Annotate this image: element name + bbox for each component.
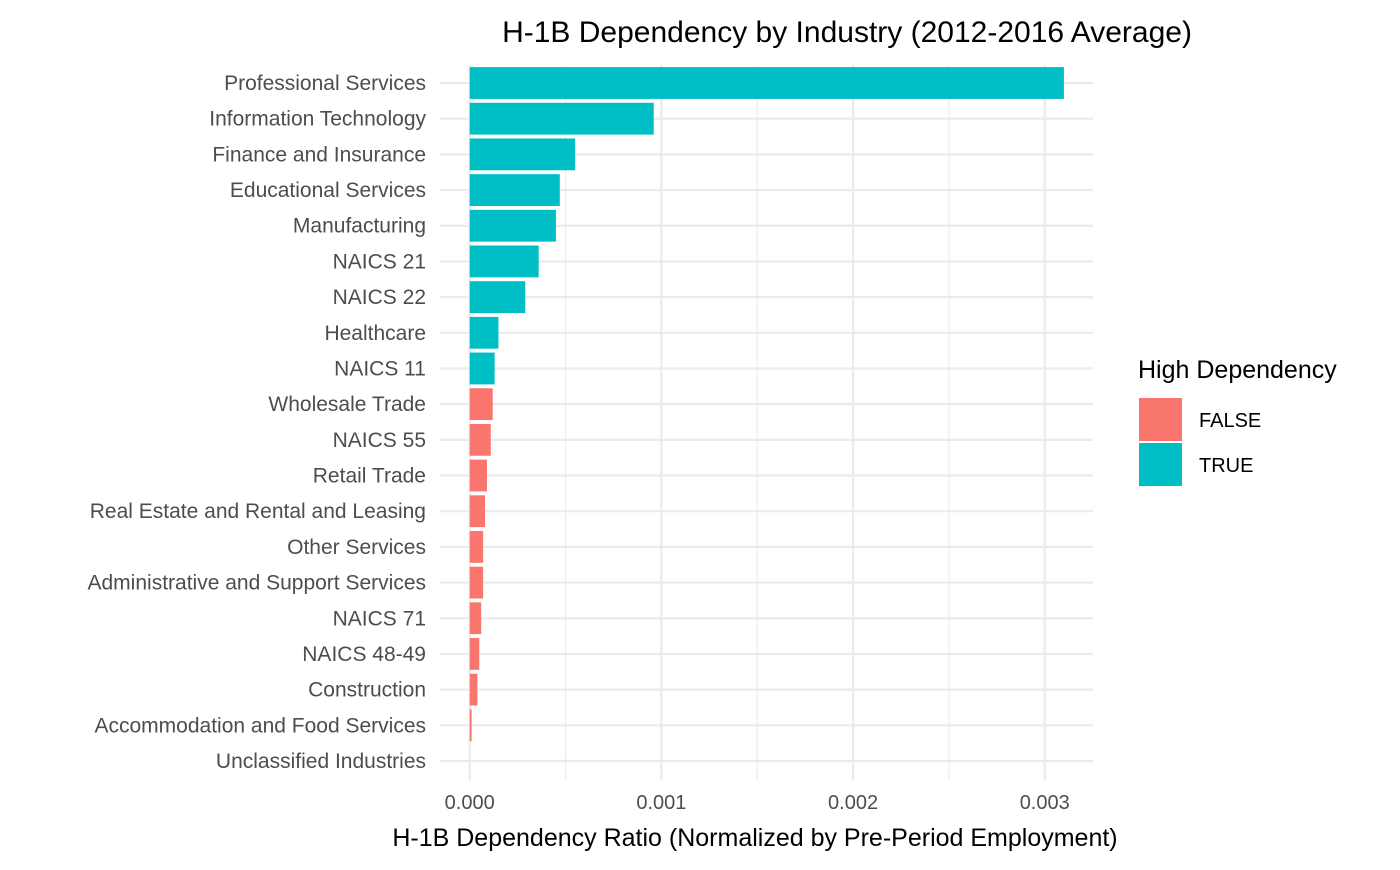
y-tick-label: Construction [308, 679, 426, 702]
y-tick-label: Administrative and Support Services [88, 572, 427, 595]
grid-layer [440, 65, 1093, 780]
legend-label-false: FALSE [1199, 410, 1261, 432]
bar-educational-services [469, 174, 560, 206]
x-tick-label: 0.001 [636, 792, 686, 814]
y-tick-label: NAICS 11 [334, 357, 426, 380]
bar-naics-11 [469, 352, 495, 385]
bar-construction [469, 673, 478, 706]
y-tick-label: Accommodation and Food Services [95, 714, 427, 737]
y-tick-label: Finance and Insurance [212, 143, 426, 166]
y-tick-label: Other Services [287, 536, 426, 559]
y-tick-label: Educational Services [230, 179, 426, 202]
bar-layer [469, 67, 1064, 742]
y-tick-label: Retail Trade [313, 465, 426, 488]
bar-naics-55 [469, 423, 491, 456]
legend: High Dependency FALSE TRUE [1138, 356, 1337, 486]
bar-naics-48-49 [469, 638, 480, 670]
y-tick-label: Unclassified Industries [216, 750, 426, 773]
x-axis-title: H-1B Dependency Ratio (Normalized by Pre… [392, 824, 1117, 852]
bar-administrative-and-support-services [469, 566, 484, 599]
bar-professional-services [469, 67, 1064, 99]
y-tick-label: Wholesale Trade [268, 393, 426, 416]
legend-label-true: TRUE [1199, 455, 1253, 477]
x-tick-label: 0.000 [445, 792, 495, 814]
y-tick-labels: Professional Services Information Technol… [88, 72, 427, 773]
legend-swatch-false [1139, 398, 1182, 441]
y-tick-label: NAICS 22 [333, 286, 426, 309]
bar-wholesale-trade [469, 388, 493, 421]
bar-naics-71 [469, 602, 482, 635]
x-tick-label: 0.002 [828, 792, 878, 814]
y-tick-label: Manufacturing [293, 215, 426, 238]
x-tick-label: 0.003 [1020, 792, 1070, 814]
legend-swatch-true [1139, 443, 1182, 486]
bar-information-technology [469, 102, 654, 135]
bar-naics-21 [469, 245, 539, 278]
y-tick-label: Healthcare [324, 322, 426, 345]
y-tick-label: Real Estate and Rental and Leasing [90, 500, 426, 523]
x-tick-labels: 0.000 0.001 0.002 0.003 [445, 792, 1070, 814]
bar-real-estate-and-rental-and-leasing [469, 495, 486, 528]
bar-retail-trade [469, 459, 487, 492]
legend-title: High Dependency [1138, 356, 1337, 384]
y-tick-label: Information Technology [209, 108, 426, 131]
y-tick-label: Professional Services [224, 72, 426, 95]
bar-accommodation-and-food-services [469, 709, 472, 742]
y-tick-label: NAICS 71 [333, 607, 426, 630]
bar-manufacturing [469, 209, 556, 242]
chart-title: H-1B Dependency by Industry (2012-2016 A… [502, 16, 1192, 49]
y-tick-label: NAICS 55 [333, 429, 426, 452]
y-tick-label: NAICS 21 [333, 250, 426, 273]
bar-healthcare [469, 316, 499, 349]
bar-finance-and-insurance [469, 138, 576, 171]
bar-other-services [469, 530, 484, 563]
bar-naics-22 [469, 281, 526, 314]
y-tick-label: NAICS 48-49 [302, 643, 426, 666]
